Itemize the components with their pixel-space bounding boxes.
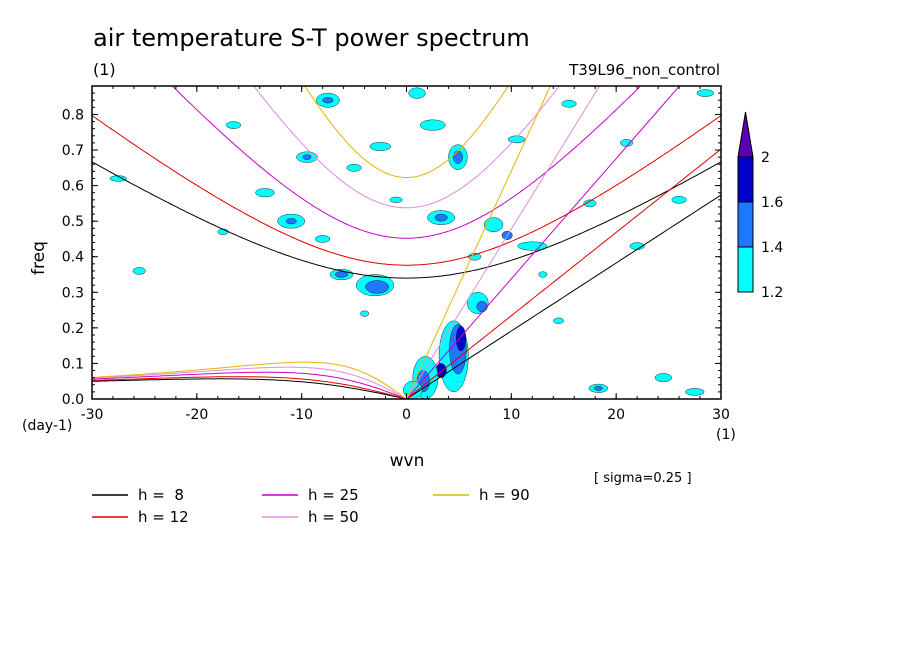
contour-region-33 [225,121,242,129]
x-tick-label: -20 [185,407,208,423]
contour-region-26 [517,241,548,251]
contour-region-18 [285,218,297,225]
contour-region-28 [593,385,603,391]
contour-region-36 [369,141,391,151]
contour-region-42 [696,89,714,97]
contour-region-29 [654,373,672,383]
rossby-curve-h12 [92,376,407,399]
y-tick-label: 0.1 [62,356,84,372]
colorbar-label: 1.4 [761,240,783,256]
x-axis-label: wvn [390,451,425,471]
colorbar-label: 2 [761,150,770,166]
colorbar-segment-1 [737,201,754,248]
sigma-note: [ sigma=0.25 ] [594,471,692,486]
contour-region-8 [476,300,488,313]
contour-fill-layer [109,87,714,399]
y-tick-label: 0.2 [62,321,84,337]
contour-region-2 [456,325,466,352]
contour-region-44 [315,235,331,243]
contour-region-10 [452,150,463,164]
gravity-curve-h8 [92,161,721,279]
contour-region-12 [434,213,448,222]
legend-label-h8: h = 8 [138,486,184,504]
rossby-curve-h25 [92,371,407,399]
kelvin-curve-h12 [406,148,721,399]
y-axis-label: freq [29,241,49,275]
x-tick-label: 0 [402,407,411,423]
contour-region-38 [507,135,526,144]
contour-region-25 [483,217,504,233]
kelvin-curve-h50 [406,86,601,399]
y-axis-unit: (day-1) [22,418,72,434]
gravity-curve-h50 [253,86,560,209]
axis-ticks-layer: -30 -20 -10 0 10 20 30 0.0 0.1 0.2 0.3 0.4 0.5 0.6 0.7… [62,85,730,423]
y-tick-label: 0.4 [62,250,84,266]
kelvin-curve-h90 [406,86,551,399]
y-tick-label: 0.0 [62,392,84,408]
colorbar-segment-2 [737,156,754,203]
contour-region-51 [538,271,548,278]
contour-region-32 [109,175,127,182]
contour-region-47 [620,139,634,147]
rossby-curve-h50 [92,366,407,399]
legend-label-h25: h = 25 [308,486,359,504]
y-tick-label: 0.7 [62,143,84,159]
contour-region-45 [389,196,403,203]
contour-region-14 [365,280,389,294]
contour-region-23 [408,87,426,99]
y-tick-label: 0.5 [62,214,84,230]
contour-region-41 [671,196,687,204]
contour-region-48 [561,100,577,108]
chart-subtitle-right: T39L96_non_control [568,61,720,80]
legend-label-h90: h = 90 [479,486,530,504]
chart-title: air temperature S-T power spectrum [93,24,530,52]
gravity-curve-h90 [304,86,509,178]
contour-region-34 [346,164,362,172]
colorbar: 1.2 1.4 1.6 2 [737,111,783,301]
colorbar-segment-0 [737,246,754,293]
y-tick-label: 0.6 [62,179,84,195]
x-tick-label: 30 [712,407,730,423]
dispersion-curves-layer [92,86,721,399]
contour-region-37 [419,119,446,131]
gravity-curve-h25 [171,86,642,239]
x-axis-unit: (1) [716,427,736,443]
kelvin-curve-h8 [406,194,721,399]
y-tick-label: 0.3 [62,285,84,301]
rossby-curve-h90 [92,361,407,399]
x-tick-label: 20 [607,407,625,423]
contour-region-31 [132,267,146,275]
contour-region-30 [685,388,705,396]
contour-region-35 [255,188,275,198]
x-tick-label: -30 [81,407,104,423]
rossby-curve-h8 [92,378,407,399]
y-tick-label: 0.8 [62,107,84,123]
contour-region-43 [553,317,564,324]
x-tick-label: 10 [502,407,520,423]
colorbar-label: 1.6 [761,195,783,211]
contour-region-22 [322,97,334,104]
contour-region-16 [335,271,348,278]
colorbar-label: 1.2 [761,285,783,301]
contour-region-39 [583,199,597,208]
legend-label-h12: h = 12 [138,508,189,526]
gravity-curve-h12 [92,115,721,266]
legend: h = 8 h = 12 h = 25 h = 50 h = 90 [92,486,530,526]
x-tick-label: -10 [290,407,313,423]
chart-subtitle-left: (1) [93,60,116,79]
plot-background [92,86,721,399]
kelvin-curve-h25 [406,86,681,399]
contour-region-20 [302,154,312,160]
legend-label-h50: h = 50 [308,508,359,526]
contour-region-50 [360,310,369,317]
plot-area: -30 -20 -10 0 10 20 30 0.0 0.1 0.2 0.3 0.4 0.5 0.6 0.7… [62,85,730,423]
colorbar-extension-arrow [737,111,754,158]
